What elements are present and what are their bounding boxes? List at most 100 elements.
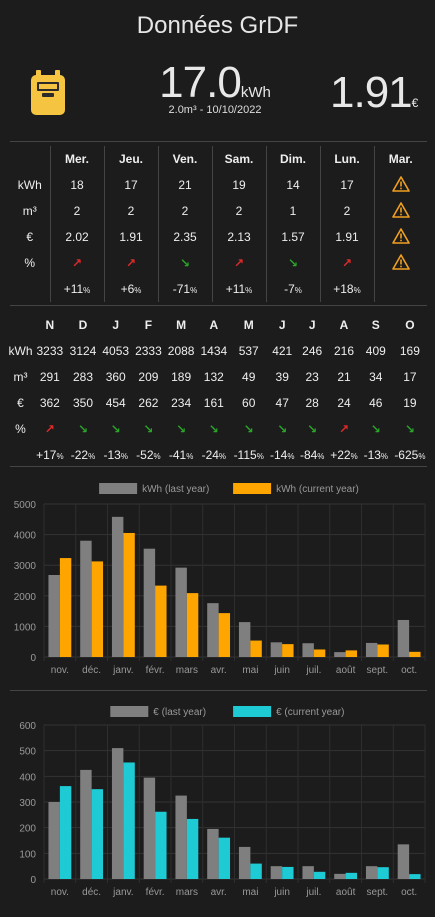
weekly-eur: 1.91 <box>319 224 374 250</box>
monthly-eur: 47 <box>275 396 289 410</box>
row-label: % <box>24 256 36 270</box>
weekly-pct: -71% <box>157 276 212 302</box>
weekly-kwh: 19 <box>211 172 266 198</box>
monthly-m3: 132 <box>203 370 224 384</box>
monthly-pct: -41% <box>168 448 194 462</box>
weekly-kwh: 14 <box>265 172 320 198</box>
row-label: % <box>15 422 26 436</box>
monthly-m3: 21 <box>337 370 351 384</box>
monthly-pct: -84% <box>299 448 325 462</box>
monthly-month-header: J <box>278 318 286 332</box>
bar <box>186 593 199 657</box>
monthly-eur: 362 <box>39 396 60 410</box>
bar <box>175 567 187 657</box>
monthly-kwh: 2088 <box>167 344 195 358</box>
monthly-m3: 283 <box>72 370 94 384</box>
monthly-month-header: M <box>176 318 187 332</box>
monthly-m3: 23 <box>305 370 319 384</box>
row-label: m³ <box>22 204 37 218</box>
monthly-eur: 234 <box>171 396 192 410</box>
x-tick-label: nov. <box>51 887 69 898</box>
bar <box>59 558 72 657</box>
bar <box>270 866 283 879</box>
x-tick-label: févr. <box>146 665 165 676</box>
bar <box>207 828 219 879</box>
bar <box>365 642 378 657</box>
current-price-value: 1.91 <box>330 68 413 117</box>
monthly-m3: 49 <box>242 370 256 384</box>
legend-label: € (last year) <box>153 707 206 718</box>
monthly-eur: 454 <box>105 396 126 410</box>
x-tick-label: déc. <box>82 665 101 676</box>
x-tick-label: oct. <box>401 887 417 898</box>
monthly-m3: 39 <box>275 370 289 384</box>
x-tick-label: mars <box>176 665 198 676</box>
weekly-m3: 2 <box>103 198 158 224</box>
monthly-month-header: O <box>405 318 415 332</box>
bar <box>80 769 92 879</box>
bar <box>123 762 135 879</box>
x-tick-label: juin <box>273 665 290 676</box>
warning-icon <box>373 172 427 198</box>
monthly-eur: 60 <box>242 396 256 410</box>
bar <box>397 844 410 879</box>
warning-icon <box>373 224 427 250</box>
bar <box>282 644 294 657</box>
monthly-month-header: J <box>308 318 316 332</box>
legend-swatch <box>99 483 138 494</box>
divider <box>10 690 427 691</box>
divider <box>10 141 427 142</box>
gas-meter-icon <box>31 70 65 115</box>
monthly-m3: 189 <box>171 370 192 384</box>
x-tick-label: janv. <box>112 887 133 898</box>
y-tick-label: 200 <box>19 824 36 835</box>
weekly-pct: +11% <box>211 276 266 302</box>
bar <box>409 874 421 879</box>
warning-icon <box>373 250 427 276</box>
y-tick-label: 100 <box>19 849 36 860</box>
x-tick-label: juil. <box>305 665 321 676</box>
monthly-table: N D J F M A M J J A S O kWh 3233 3124 4053 2333 2088 1434… <box>8 312 429 468</box>
monthly-pct: -14% <box>269 448 295 462</box>
x-tick-label: mai <box>242 887 258 898</box>
weekly-trend-icon: ↗ <box>211 250 266 276</box>
weekly-trend-icon: ↗ <box>319 250 374 276</box>
divider <box>10 466 427 467</box>
weekly-eur: 1.91 <box>103 224 158 250</box>
monthly-kwh: 169 <box>399 344 420 358</box>
row-label: € <box>26 230 34 244</box>
monthly-m3: 209 <box>138 370 159 384</box>
x-tick-label: août <box>336 887 356 898</box>
monthly-m3: 360 <box>105 370 126 384</box>
bar <box>123 532 135 657</box>
monthly-eur: 350 <box>72 396 94 410</box>
bar <box>91 789 104 879</box>
bar <box>48 802 60 879</box>
monthly-pct: -52% <box>136 448 161 462</box>
y-tick-label: 0 <box>30 875 36 886</box>
monthly-kwh: 409 <box>365 344 386 358</box>
weekly-pct: +6% <box>103 276 158 302</box>
monthly-kwh: 246 <box>302 344 323 358</box>
x-tick-label: août <box>336 665 356 676</box>
bar <box>313 649 326 657</box>
x-tick-label: mai <box>242 665 258 676</box>
monthly-pct: -24% <box>201 448 227 462</box>
divider <box>10 305 427 306</box>
monthly-kwh: 216 <box>333 344 355 358</box>
weekly-trend-icon: ↗ <box>103 250 158 276</box>
monthly-month-header: A <box>209 318 219 332</box>
monthly-kwh: 3233 <box>36 344 64 358</box>
monthly-month-header: F <box>144 318 153 332</box>
bar <box>218 837 231 879</box>
bar <box>175 795 187 879</box>
monthly-trend-icon: ↘ <box>77 422 89 436</box>
bar <box>334 873 346 879</box>
monthly-eur: 24 <box>337 396 351 410</box>
bar <box>302 866 314 879</box>
legend-label: € (current year) <box>276 707 344 718</box>
row-label: m³ <box>13 370 28 384</box>
bar <box>282 866 294 879</box>
legend-swatch <box>233 483 272 494</box>
monthly-eur: 28 <box>305 396 319 410</box>
